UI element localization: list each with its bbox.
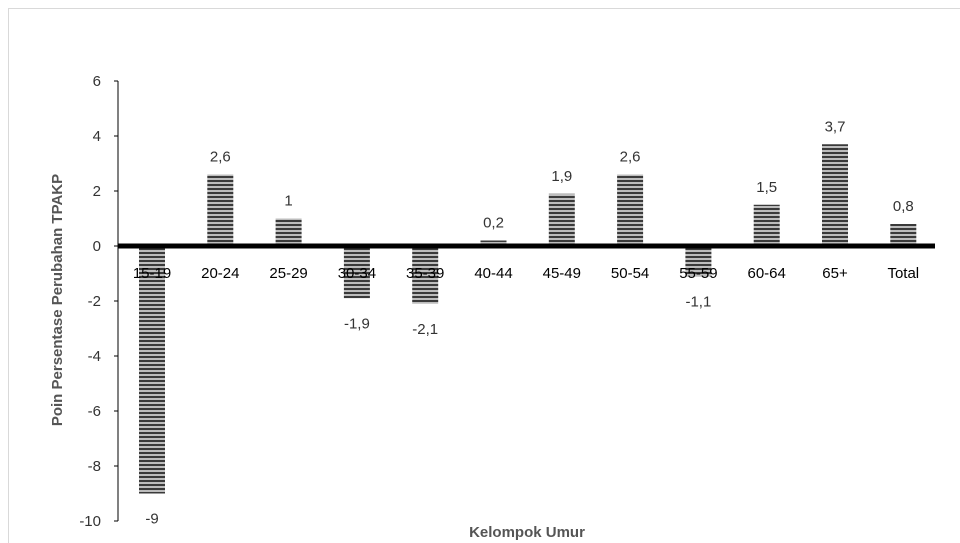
data-label: 0,8 [893, 198, 914, 215]
category-label: 15-19 [133, 265, 171, 282]
category-label: 50-54 [611, 265, 649, 282]
bar-50-54 [617, 174, 644, 246]
data-label: -2,1 [412, 321, 438, 338]
data-label: 0,2 [483, 215, 504, 232]
category-label: 45-49 [543, 265, 581, 282]
bar-45-49 [548, 193, 575, 246]
y-tick-label: -2 [88, 293, 101, 310]
category-label: 20-24 [201, 265, 239, 282]
data-label: -1,9 [344, 315, 370, 332]
y-tick-label: -4 [88, 348, 101, 365]
bar-20-24 [207, 174, 234, 246]
y-tick-label: -6 [88, 403, 101, 420]
x-axis-title: Kelompok Umur [469, 524, 585, 541]
bar-25-29 [275, 218, 302, 246]
data-label: -1,1 [685, 293, 711, 310]
category-labels: 15-19 20-24 25-29 30-34 35-39 40-44 45-49 50-54… [133, 265, 919, 282]
y-axis: 6 4 2 0 -2 -4 -6 -8 -10 [79, 73, 119, 530]
data-label: 1 [284, 193, 292, 210]
bar-60-64 [753, 204, 780, 246]
y-tick-label: 4 [93, 128, 101, 145]
category-label: Total [887, 265, 919, 282]
category-label: 55-59 [679, 265, 717, 282]
category-label: 40-44 [474, 265, 512, 282]
bars [139, 144, 917, 494]
y-axis-title: Poin Persentase Perubahan TPAKP [49, 174, 66, 426]
data-label: 3,7 [825, 118, 846, 135]
bar-55-59 [685, 246, 712, 277]
category-label: 30-34 [338, 265, 376, 282]
data-label: 1,5 [756, 179, 777, 196]
data-labels: -9 2,6 1 -1,9 -2,1 0,2 1,9 2,6 -1,1 1,5 3,7 0,8 [145, 118, 913, 527]
category-label: 25-29 [269, 265, 307, 282]
bar-35-39 [412, 246, 439, 304]
data-label: 2,6 [620, 149, 641, 166]
y-tick-label: 2 [93, 183, 101, 200]
y-tick-label: -8 [88, 458, 101, 475]
bar-30-34 [343, 246, 370, 299]
category-label: 65+ [822, 265, 848, 282]
y-tick-label: -10 [79, 513, 101, 530]
category-label: 60-64 [748, 265, 786, 282]
data-label: 1,9 [551, 168, 572, 185]
category-label: 35-39 [406, 265, 444, 282]
bar-40-44 [480, 240, 507, 246]
chart-frame [8, 8, 960, 543]
data-label: 2,6 [210, 149, 231, 166]
y-tick-label: 6 [93, 73, 101, 90]
bar-65+ [822, 144, 848, 246]
bar-15-19 [139, 246, 165, 494]
data-label: -9 [145, 511, 158, 528]
y-tick-label: 0 [93, 238, 101, 255]
bar-Total [890, 224, 917, 246]
